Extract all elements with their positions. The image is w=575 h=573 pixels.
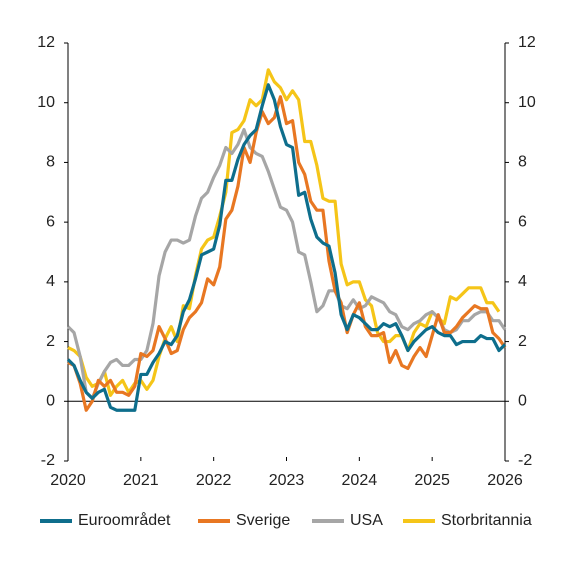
- y2-tick-label: 10: [518, 94, 536, 111]
- series-line: [66, 83, 507, 412]
- y2-tick-label: 8: [518, 154, 527, 171]
- legend-label: Euroområdet: [78, 511, 171, 529]
- x-tick-label: 2024: [342, 472, 378, 489]
- x-tick-label: 2021: [123, 472, 159, 489]
- x-tick-label: 2022: [196, 472, 232, 489]
- series-line: [67, 68, 501, 397]
- y-tick-label: 4: [46, 273, 55, 290]
- y2-tick-label: -2: [518, 452, 532, 469]
- legend-label: Storbritannia: [441, 512, 532, 529]
- y2-tick-label: 2: [518, 333, 527, 350]
- x-tick-label: 2020: [50, 472, 86, 489]
- x-tick-label: 2025: [414, 472, 450, 489]
- series-line: [66, 127, 507, 400]
- x-tick-label: 2023: [269, 472, 305, 489]
- y-tick-label: 0: [46, 393, 55, 410]
- x-tick-label: 2026: [487, 472, 523, 489]
- y-tick-label: 12: [37, 34, 55, 51]
- legend-label: USA: [350, 512, 383, 529]
- y-tick-label: 2: [46, 333, 55, 350]
- y2-tick-label: 4: [518, 273, 527, 290]
- y2-tick-label: 0: [518, 393, 527, 410]
- y-tick-label: 6: [46, 213, 55, 230]
- legend-label: Sverige: [236, 512, 290, 529]
- series-line: [67, 95, 507, 412]
- y2-tick-label: 12: [518, 34, 536, 51]
- y-tick-label: -2: [41, 452, 55, 469]
- y-tick-label: 8: [46, 154, 55, 171]
- y-tick-label: 10: [37, 94, 55, 111]
- y2-tick-label: 6: [518, 213, 527, 230]
